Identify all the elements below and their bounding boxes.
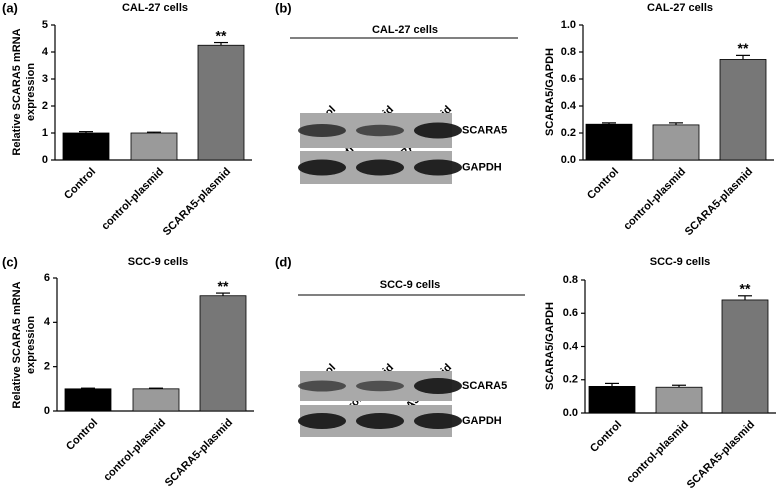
error-bar [147,131,161,133]
significance: ** [738,40,749,56]
y-tick-label: 0.6 [563,307,578,319]
blot-band [298,380,346,392]
y-tick-label: 0.2 [561,127,576,139]
significance: ** [216,27,227,43]
bar [655,386,703,414]
x-tick-label: Control [588,419,624,455]
band-label: GAPDH [462,161,502,173]
x-tick-label: Control [62,166,98,202]
y-axis-label: expression [25,316,37,374]
blot-band [356,413,404,429]
band-label: GAPDH [462,415,502,427]
y-tick-label: 0.0 [561,154,576,166]
bar [64,388,112,412]
chart-title: CAL-27 cells [122,2,188,14]
y-axis-label: expression [25,63,37,121]
blot-title: CAL-27 cells [372,24,438,36]
y-tick-label: 0.8 [561,46,576,58]
error-bar [216,292,230,296]
chart-title: SCC-9 cells [128,256,189,268]
y-tick-label: 4 [42,46,49,58]
bar [719,59,767,161]
y-tick-label: 3 [42,73,48,85]
error-bar [602,122,616,125]
x-tick-label: control-plasmid [624,419,691,486]
bar [132,388,180,412]
bar [585,123,633,161]
chart-title: CAL-27 cells [647,2,713,14]
error-bar [149,387,163,389]
y-tick-label: 5 [42,19,48,31]
y-tick-label: 0.4 [563,340,579,352]
error-bar [672,384,686,388]
error-bar [669,122,683,125]
blot-band [414,413,462,429]
blot-band [298,124,346,137]
significance: ** [218,278,229,294]
blot-band [414,122,462,139]
bar [197,44,245,161]
bar [721,299,769,414]
bar [130,132,178,161]
panel-label: (d) [275,254,292,269]
y-tick-label: 6 [44,272,50,284]
blot-band [356,159,404,176]
x-tick-label: Control [64,417,100,453]
blot-band [298,159,346,176]
y-tick-label: 1.0 [561,19,576,31]
x-tick-label: SCARA5-plasmid [163,417,235,489]
y-tick-label: 0.6 [561,73,576,85]
chart-title: SCC-9 cells [650,256,711,268]
y-axis-label: Relative SCARA5 mRNA [11,281,23,408]
error-bar [738,295,752,300]
bar [199,295,247,412]
y-tick-label: 0.4 [561,100,577,112]
panel-label: (c) [2,254,18,269]
error-bar [605,382,619,387]
y-tick-label: 1 [42,127,48,139]
panel-label: (b) [275,0,292,15]
significance: ** [740,280,751,296]
y-axis-label: SCARA5/GAPDH [544,302,556,390]
blot-title: SCC-9 cells [380,279,441,291]
panel-label: (a) [2,0,18,15]
x-tick-label: Control [585,166,621,202]
bar [62,132,110,161]
blot-band [414,159,462,176]
y-tick-label: 0.0 [563,407,578,419]
error-bar [79,131,93,133]
x-tick-label: control-plasmid [621,166,688,233]
band-label: SCARA5 [462,124,507,136]
error-bar [214,41,228,46]
x-tick-label: control-plasmid [99,166,166,233]
y-tick-label: 2 [44,361,50,373]
blot-band [414,378,462,394]
x-tick-label: control-plasmid [101,417,168,484]
y-axis-label: SCARA5/GAPDH [544,48,556,136]
x-tick-label: SCARA5-plasmid [161,166,233,238]
y-tick-label: 2 [42,100,48,112]
bar [652,124,700,161]
y-tick-label: 0.2 [563,374,578,386]
y-tick-label: 0.8 [563,274,578,286]
bar [588,385,636,414]
x-tick-label: SCARA5-plasmid [683,166,755,238]
y-tick-label: 0 [44,405,50,417]
blot-band [298,413,346,429]
blot-band [356,380,404,392]
y-tick-label: 0 [42,154,48,166]
error-bar [736,54,750,60]
y-tick-label: 4 [44,316,51,328]
band-label: SCARA5 [462,380,507,392]
x-tick-label: SCARA5-plasmid [685,419,757,491]
blot-band [356,124,404,137]
y-axis-label: Relative SCARA5 mRNA [11,28,23,155]
error-bar [81,387,95,389]
